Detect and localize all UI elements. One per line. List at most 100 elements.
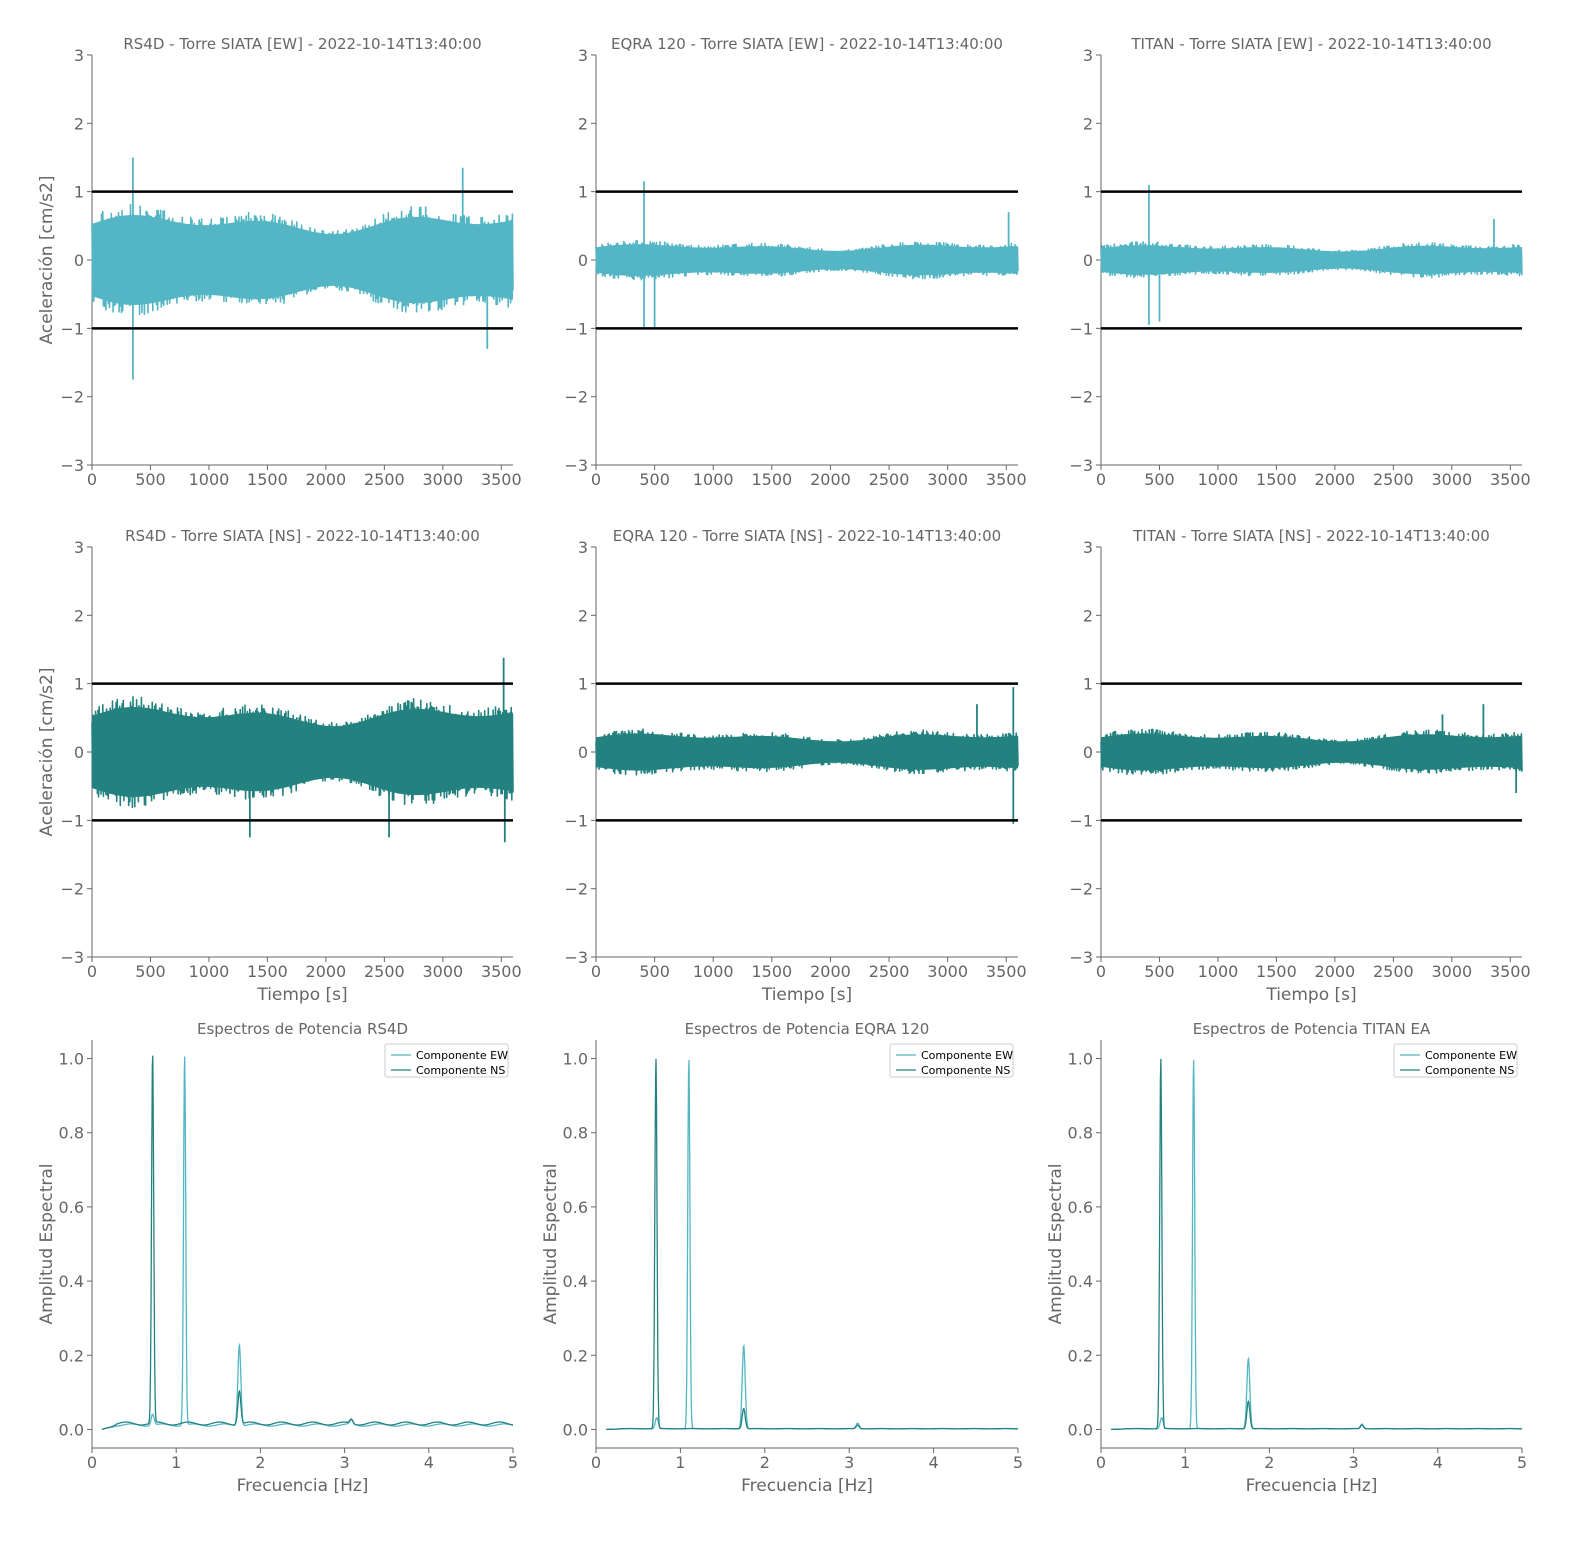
y-tick-label: 3: [1083, 46, 1093, 65]
y-tick-label: 0.8: [1068, 1124, 1093, 1143]
x-tick-label: 1500: [751, 470, 792, 489]
x-tick-label: 3500: [986, 470, 1027, 489]
x-tick-label: 5: [508, 1453, 518, 1472]
y-tick-label: 0.6: [59, 1198, 84, 1217]
y-tick-label: 0.2: [59, 1346, 84, 1365]
x-tick-label: 2000: [306, 470, 347, 489]
y-tick-label: −1: [1069, 811, 1093, 830]
subplot-8: Espectros de Potencia EQRA 120 0 1 2 3 4 5 0.0 0…: [541, 1020, 1023, 1496]
y-tick-label: −3: [60, 456, 84, 475]
y-tick-label: 0.0: [1068, 1420, 1093, 1439]
x-axis-label: Frecuencia [Hz]: [237, 1476, 369, 1496]
x-tick-label: 3000: [927, 962, 968, 981]
x-tick-label: 2000: [810, 962, 851, 981]
y-tick-label: 1.0: [563, 1050, 588, 1069]
x-tick-label: 2500: [869, 962, 910, 981]
series-line-ew: [101, 1056, 514, 1431]
x-tick-label: 500: [1144, 962, 1175, 981]
x-tick-label: 2: [760, 1453, 770, 1472]
x-tick-label: 2500: [364, 470, 405, 489]
x-tick-label: 1: [675, 1453, 685, 1472]
y-tick-label: 0: [578, 251, 588, 270]
subplot-9: Espectros de Potencia TITAN EA 0 1 2 3 4 5 0.0 0…: [1046, 1020, 1527, 1496]
x-axis-label: Tiempo [s]: [1265, 985, 1356, 1005]
series-line-ew: [1110, 1060, 1522, 1431]
y-axis-label: Amplitud Espectral: [1046, 1163, 1066, 1324]
x-tick-label: 5: [1517, 1453, 1527, 1472]
y-tick-label: 1: [74, 675, 84, 694]
x-tick-label: 1500: [1256, 962, 1297, 981]
y-tick-label: 0.6: [1068, 1198, 1093, 1217]
legend-box: [384, 1043, 509, 1078]
subplot-title: TITAN - Torre SIATA [EW] - 2022-10-14T13…: [1130, 35, 1491, 53]
x-tick-label: 3500: [1490, 470, 1531, 489]
series-band-ew: [92, 215, 513, 305]
subplot-7: Espectros de Potencia RS4D 0 1 2 3 4 5 0.0 0.2 0.…: [37, 1020, 518, 1496]
y-tick-label: −2: [60, 880, 84, 899]
subplot-title: Espectros de Potencia TITAN EA: [1193, 1020, 1431, 1038]
y-tick-label: 3: [578, 538, 588, 557]
x-tick-label: 2: [255, 1453, 265, 1472]
y-tick-label: 0: [578, 743, 588, 762]
y-tick-label: 0.2: [563, 1346, 588, 1365]
x-tick-label: 2: [1264, 1453, 1274, 1472]
subplot-title: EQRA 120 - Torre SIATA [EW] - 2022-10-14…: [611, 35, 1003, 53]
y-tick-label: −3: [1069, 456, 1093, 475]
y-tick-label: 2: [74, 606, 84, 625]
x-tick-label: 500: [639, 470, 670, 489]
x-tick-label: 1000: [693, 962, 734, 981]
x-tick-label: 500: [1144, 470, 1175, 489]
y-tick-label: −3: [1069, 948, 1093, 967]
x-tick-label: 1000: [189, 470, 230, 489]
y-tick-label: 0.4: [563, 1272, 588, 1291]
y-tick-label: 2: [578, 606, 588, 625]
y-tick-label: 3: [1083, 538, 1093, 557]
x-tick-label: 0: [1096, 1453, 1106, 1472]
x-tick-label: 1000: [189, 962, 230, 981]
x-tick-label: 2000: [306, 962, 347, 981]
y-axis-label: Aceleración [cm/s2]: [37, 176, 57, 345]
legend: Componente EW Componente NS: [889, 1043, 1014, 1078]
legend-box: [889, 1043, 1014, 1078]
y-tick-label: 0.4: [1068, 1272, 1093, 1291]
x-tick-label: 0: [1096, 470, 1106, 489]
x-tick-label: 500: [135, 470, 166, 489]
series-line-ew: [605, 1060, 1018, 1431]
x-tick-label: 1000: [1198, 470, 1239, 489]
subplot-title: EQRA 120 - Torre SIATA [NS] - 2022-10-14…: [613, 527, 1001, 545]
y-tick-label: −3: [564, 948, 588, 967]
x-tick-label: 0: [1096, 962, 1106, 981]
series-band-ns: [596, 733, 1018, 771]
legend-entry: Componente EW: [1425, 1049, 1517, 1062]
x-tick-label: 5: [1013, 1453, 1023, 1472]
x-tick-label: 2000: [810, 470, 851, 489]
y-tick-label: 1: [578, 675, 588, 694]
y-tick-label: 0.0: [59, 1420, 84, 1439]
x-tick-label: 3000: [422, 470, 463, 489]
x-tick-label: 1000: [693, 470, 734, 489]
y-tick-label: −2: [1069, 880, 1093, 899]
y-tick-label: −3: [60, 948, 84, 967]
series-band-ns: [1101, 733, 1522, 771]
y-tick-label: 0: [74, 251, 84, 270]
y-axis-label: Aceleración [cm/s2]: [37, 668, 57, 837]
y-tick-label: −1: [1069, 319, 1093, 338]
series-line-ns: [605, 1058, 1018, 1431]
subplot-5: EQRA 120 - Torre SIATA [NS] - 2022-10-14…: [564, 527, 1026, 1005]
subplot-3: TITAN - Torre SIATA [EW] - 2022-10-14T13…: [1069, 35, 1530, 489]
x-tick-label: 2000: [1315, 470, 1356, 489]
x-tick-label: 1000: [1198, 962, 1239, 981]
x-tick-label: 2500: [869, 470, 910, 489]
x-tick-label: 2000: [1315, 962, 1356, 981]
y-tick-label: 0: [1083, 743, 1093, 762]
x-tick-label: 3500: [481, 470, 522, 489]
x-tick-label: 4: [929, 1453, 939, 1472]
y-tick-label: 2: [1083, 114, 1093, 133]
y-tick-label: 0.6: [563, 1198, 588, 1217]
y-tick-label: 1: [1083, 183, 1093, 202]
x-tick-label: 1500: [1256, 470, 1297, 489]
legend-entry: Componente EW: [921, 1049, 1013, 1062]
x-tick-label: 0: [591, 470, 601, 489]
y-axis-label: Amplitud Espectral: [37, 1163, 57, 1324]
x-tick-label: 0: [87, 962, 97, 981]
